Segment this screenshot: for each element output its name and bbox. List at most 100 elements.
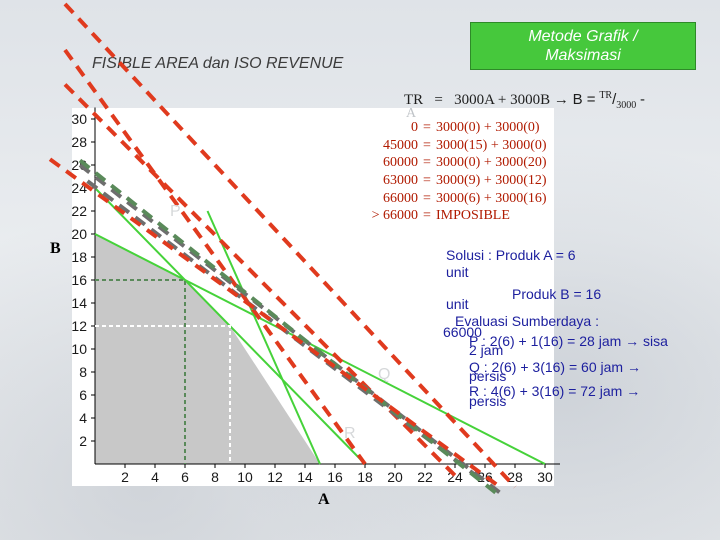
tr-rhs-slash: / [612,91,617,108]
calc-row: 66000 = 3000(6) + 3000(16) [360,190,560,208]
x-tick-label: 4 [151,469,159,485]
tr-equation: TR = 3000A + 3000B → B = TR/3000 - [404,90,645,111]
arrow-icon: → [626,383,641,399]
solution-line-6: 66000 [443,324,482,340]
slide-title-line-2: Maksimasi [545,47,621,64]
guide-lines-group [95,279,231,464]
solution-line-1: Solusi : Produk A = 6 [446,247,576,263]
y-tick-label: 22 [71,203,87,219]
arrow-icon: → [625,333,640,349]
slide-title-box: Metode Grafik / Maksimasi [470,22,696,70]
calc-eq: = [423,190,431,206]
calc-formula: 3000(0) + 3000(20) [436,155,547,171]
x-tick-label: 8 [211,469,219,485]
tr-rhs-tail: - [640,91,646,108]
calc-formula: IMPOSIBLE [436,208,510,224]
tr-rhs-sub: 3000 [616,100,637,111]
solution-line-11-text: R : 4(6) + 3(16) = 72 jam [469,383,623,399]
solution-line-9: Q : 2(6) + 3(16) = 60 jam → [469,359,641,375]
y-tick-label: 6 [79,387,87,403]
x-tick-label: 18 [357,469,373,485]
calc-value: > 66000 [371,208,418,224]
y-tick-label: 20 [71,226,87,242]
x-tick-label: 20 [387,469,403,485]
solution-line-7-tail: sisa [643,333,668,349]
constraint-line-p [206,210,321,465]
x-tick-label: 14 [297,469,313,485]
x-tick-label: 16 [327,469,343,485]
x-tick-label: 10 [237,469,253,485]
iso-revenue-line [86,179,487,484]
solution-line-10: persis [469,368,507,384]
x-tick-label: 6 [181,469,189,485]
tr-rhs-b: B = [572,91,596,108]
arrow-icon: → [553,91,569,108]
iso-revenue-line [63,48,367,466]
calc-formula: 3000(0) + 3000(0) [436,120,540,135]
iso-revenue-line [48,157,502,489]
x-tick-label: 2 [121,469,129,485]
solution-line-11: R : 4(6) + 3(16) = 72 jam → [469,383,640,399]
slide-subtitle: FISIBLE AREA dan ISO REVENUE [92,55,344,72]
y-tick-label: 14 [71,295,87,311]
y-tick-label: 10 [71,341,87,357]
y-tick-label: 16 [71,272,87,288]
x-tick-label: 22 [417,469,433,485]
tr-expression: 3000A + 3000B [454,92,551,108]
y-tick-label: 2 [79,433,87,449]
tr-rhs-sup: TR [599,90,613,101]
axes-group: 2 4 6 8 10 12 14 16 18 20 22 24 26 28 3024681012141618… [71,107,560,485]
solution-line-7: P : 2(6) + 1(16) = 28 jam → sisa [469,333,668,349]
axis-label-b: B [50,240,61,257]
solution-line-8: 2 jam [469,342,504,358]
calc-row: 0 = 3000(0) + 3000(0) [360,119,560,137]
alternate-guide [95,325,231,464]
faint-label-a: A [406,106,417,121]
optimum-guide [95,279,186,464]
calc-eq: = [423,155,431,171]
calc-formula: 3000(15) + 3000(0) [436,137,547,153]
calc-row: > 66000 = IMPOSIBLE [360,207,560,225]
calc-eq: = [423,208,431,224]
constraint-line-q [94,233,546,465]
slide-title-line-1: Metode Grafik / [528,28,638,45]
faint-label-q: Q [378,366,391,383]
solution-line-9-text: Q : 2(6) + 3(16) = 60 jam [469,359,624,375]
iso-revenue-line [63,83,457,477]
tr-lhs: TR [404,92,424,108]
calc-row: 60000 = 3000(0) + 3000(20) [360,154,560,172]
x-tick-label: 28 [507,469,523,485]
calc-formula: 3000(9) + 3000(12) [436,173,547,189]
calc-value: 63000 [383,173,418,189]
tr-eq-sign: = [434,92,443,108]
x-tick-label: 12 [267,469,283,485]
solution-line-7-text: P : 2(6) + 1(16) = 28 jam [469,333,622,349]
solution-line-5: Evaluasi Sumberdaya : [455,313,599,329]
revenue-calculation-list: 0 = 3000(0) + 3000(0) 45000 = 3000(15) + 3000… [360,119,560,225]
calc-value: 66000 [383,190,418,206]
solution-line-2: unit [446,264,469,280]
calc-eq: = [423,173,431,189]
calc-value: 60000 [383,155,418,171]
y-tick-label: 28 [71,134,87,150]
solution-line-3: Produk B = 16 [512,286,602,302]
solution-line-12: persis [469,393,507,409]
solution-line-4: unit [446,296,469,312]
calc-eq: = [423,137,431,153]
iso-revenue-line [63,2,517,489]
x-tick-label: 30 [537,469,553,485]
calc-formula: 3000(6) + 3000(16) [436,190,547,206]
y-tick-label: 8 [79,364,87,380]
faint-label-p: P [170,203,181,220]
feasible-area-group [95,234,320,464]
axis-label-a: A [318,491,330,508]
y-tick-label: 4 [79,410,87,426]
y-tick-label: 30 [71,111,87,127]
faint-label-r: R [344,425,356,442]
calc-row: 63000 = 3000(9) + 3000(12) [360,172,560,190]
arrow-icon: → [626,359,641,375]
calc-value: 45000 [383,137,418,153]
calc-eq: = [423,120,431,135]
iso-revenue-lines-group [48,2,517,498]
